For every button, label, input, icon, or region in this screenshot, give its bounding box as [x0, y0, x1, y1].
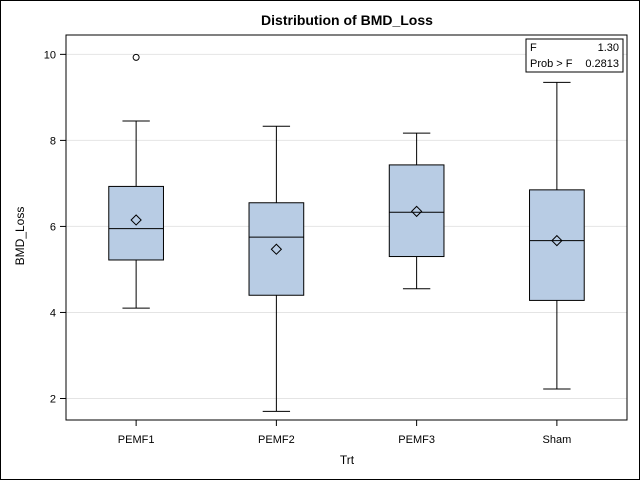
- chart-title: Distribution of BMD_Loss: [261, 12, 433, 28]
- y-axis-label: BMD_Loss: [13, 207, 27, 266]
- mean-marker: [551, 234, 563, 247]
- x-tick-label: PEMF3: [398, 434, 435, 446]
- x-axis-label: Trt: [340, 453, 355, 467]
- stat-value: 0.2813: [585, 58, 619, 70]
- stats-inset: F 1.30 Prob > F 0.2813: [525, 38, 624, 73]
- x-tick-label: PEMF2: [258, 434, 295, 446]
- mean-marker: [410, 205, 423, 218]
- x-axis: PEMF1 PEMF2 PEMF3 Sham: [118, 420, 571, 446]
- y-tick-label: 10: [44, 49, 56, 61]
- outlier-point: [132, 53, 140, 61]
- x-tick-label: PEMF1: [118, 434, 155, 446]
- interquartile-box: [108, 185, 164, 261]
- mean-marker: [270, 243, 283, 255]
- stats-box: [525, 38, 624, 73]
- y-tick-label: 6: [50, 221, 56, 233]
- y-tick-label: 8: [50, 135, 56, 147]
- y-tick-label: 2: [50, 393, 56, 405]
- mean-marker: [130, 214, 142, 226]
- interquartile-box: [388, 164, 445, 258]
- y-axis: 2 4 6 8 10: [44, 49, 66, 405]
- stat-value: 1.30: [598, 42, 619, 54]
- stat-label: F: [530, 42, 537, 54]
- box-pemf1: [108, 53, 164, 309]
- stat-label: Prob > F: [530, 58, 573, 70]
- interquartile-box: [248, 202, 305, 296]
- box-sham: [529, 81, 585, 390]
- x-tick-label: Sham: [543, 434, 572, 446]
- plot-area: [108, 53, 585, 412]
- box-pemf3: [388, 132, 445, 290]
- y-tick-label: 4: [50, 307, 56, 319]
- plot-area-border: [65, 34, 628, 421]
- box-pemf2: [248, 125, 305, 412]
